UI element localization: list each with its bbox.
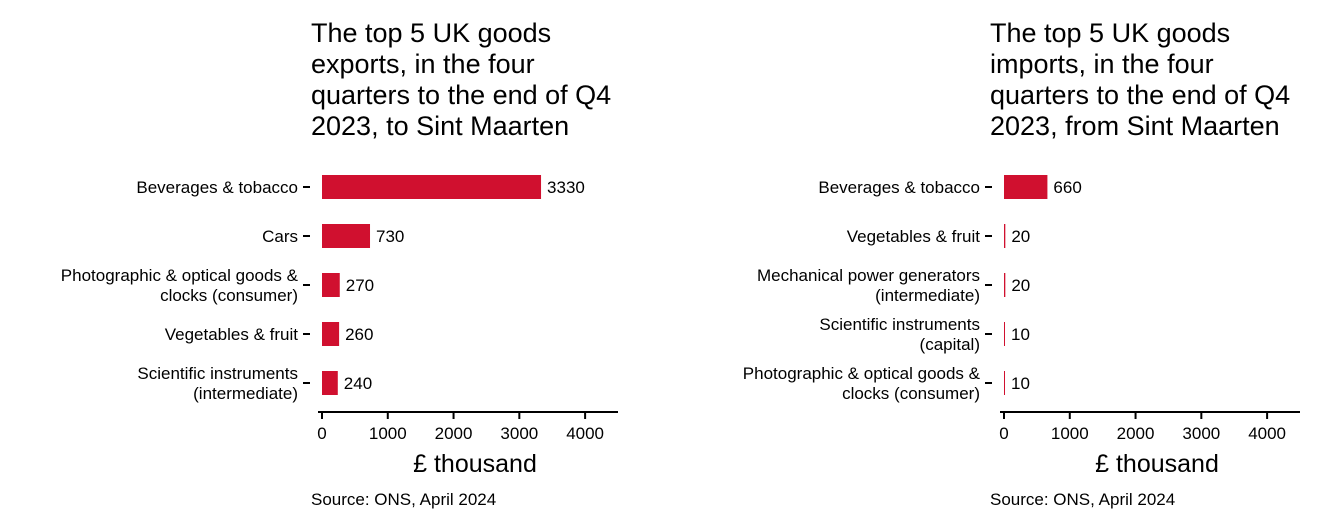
exports-x-axis-title: £ thousand — [413, 450, 537, 478]
imports-category-label-line: (capital) — [920, 335, 980, 354]
exports-category-label: Scientific instruments (intermediate) — [137, 364, 298, 403]
imports-chart-panel: The top 5 UK goods imports, in the four … — [659, 0, 1318, 512]
exports-category-label-line: Vegetables & fruit — [165, 325, 299, 344]
exports-category-label: Cars — [262, 227, 298, 246]
imports-value-label: 10 — [1011, 325, 1030, 344]
imports-category-label-line: Photographic & optical goods & — [743, 364, 981, 383]
imports-category-label: Scientific instruments (capital) — [819, 315, 980, 354]
imports-value-label: 10 — [1011, 374, 1030, 393]
exports-x-tick-label: 4000 — [566, 424, 604, 443]
imports-category-label: Mechanical power generators (intermediate… — [757, 266, 980, 305]
exports-value-label: 3330 — [547, 178, 585, 197]
imports-bar — [1004, 175, 1048, 199]
imports-source-note: Source: ONS, April 2024 — [990, 490, 1176, 509]
exports-category-label: Photographic & optical goods & clocks (co… — [61, 266, 299, 305]
exports-value-label: 260 — [345, 325, 373, 344]
exports-category-label: Beverages & tobacco — [136, 178, 298, 197]
exports-x-tick-label: 0 — [317, 424, 326, 443]
exports-bar — [322, 273, 340, 297]
imports-chart-title: The top 5 UK goods imports, in the four … — [990, 18, 1291, 141]
imports-x-tick-label: 3000 — [1182, 424, 1220, 443]
imports-x-tick-label: 2000 — [1117, 424, 1155, 443]
exports-chart-panel: The top 5 UK goods exports, in the four … — [61, 18, 618, 509]
exports-bar — [322, 175, 542, 199]
exports-category-label-line: Beverages & tobacco — [136, 178, 298, 197]
imports-x-tick-label: 1000 — [1051, 424, 1089, 443]
imports-x-tick-label: 0 — [999, 424, 1008, 443]
exports-category-label-line: Photographic & optical goods & — [61, 266, 299, 285]
imports-bar-chart: Beverages & tobacco 660 Vegetables & fruit… — [743, 175, 1300, 478]
imports-category-label-line: Scientific instruments — [819, 315, 980, 334]
imports-value-label: 20 — [1011, 276, 1030, 295]
exports-category-label: Vegetables & fruit — [165, 325, 299, 344]
imports-x-axis-title: £ thousand — [1095, 450, 1219, 478]
imports-bar — [1004, 273, 1006, 297]
exports-bar — [322, 224, 371, 248]
imports-category-label-line: (intermediate) — [875, 286, 980, 305]
imports-bar — [1004, 224, 1006, 248]
imports-category-label-line: Beverages & tobacco — [818, 178, 980, 197]
imports-x-tick-label: 4000 — [1248, 424, 1286, 443]
exports-x-tick-label: 2000 — [435, 424, 473, 443]
exports-bar-chart: Beverages & tobacco 3330 Cars 730 Photograph… — [61, 175, 618, 478]
exports-value-label: 240 — [344, 374, 372, 393]
exports-chart-title: The top 5 UK goods exports, in the four … — [311, 18, 612, 141]
exports-category-label-line: (intermediate) — [193, 384, 298, 403]
exports-value-label: 270 — [346, 276, 374, 295]
imports-category-label-line: Mechanical power generators — [757, 266, 980, 285]
exports-source-note: Source: ONS, April 2024 — [311, 490, 497, 509]
imports-category-label: Beverages & tobacco — [818, 178, 980, 197]
exports-bar — [322, 371, 338, 395]
imports-category-label-line: clocks (consumer) — [842, 384, 980, 403]
imports-value-label: 20 — [1011, 227, 1030, 246]
imports-category-label: Vegetables & fruit — [847, 227, 981, 246]
exports-value-label: 730 — [376, 227, 404, 246]
exports-x-tick-label: 1000 — [369, 424, 407, 443]
imports-category-label: Photographic & optical goods & clocks (co… — [743, 364, 981, 403]
exports-category-label-line: Cars — [262, 227, 298, 246]
exports-category-label-line: Scientific instruments — [137, 364, 298, 383]
exports-bar — [322, 322, 340, 346]
imports-category-label-line: Vegetables & fruit — [847, 227, 981, 246]
imports-bar — [1004, 322, 1005, 346]
exports-category-label-line: clocks (consumer) — [160, 286, 298, 305]
imports-bar — [1004, 371, 1005, 395]
exports-x-tick-label: 3000 — [500, 424, 538, 443]
imports-value-label: 660 — [1053, 178, 1081, 197]
